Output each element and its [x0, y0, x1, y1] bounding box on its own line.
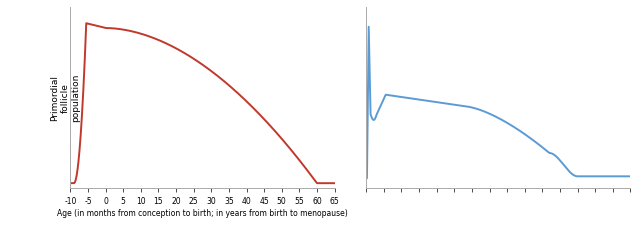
X-axis label: Age (in months from conception to birth; in years from birth to menopause): Age (in months from conception to birth;… [57, 209, 348, 218]
Y-axis label: Primordial
follicle
population: Primordial follicle population [50, 74, 80, 122]
